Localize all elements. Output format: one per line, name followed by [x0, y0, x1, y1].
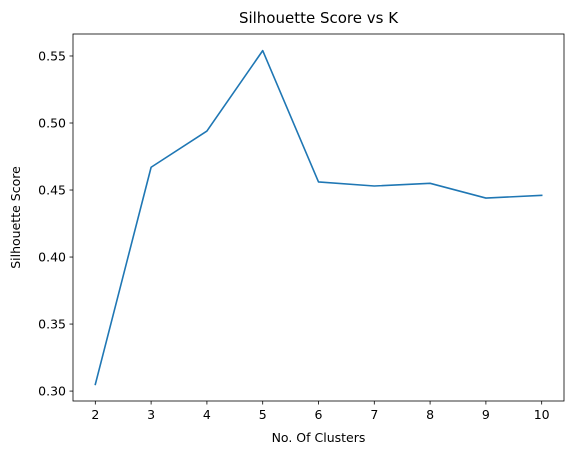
- y-tick-label: 0.55: [38, 48, 66, 63]
- x-tick-label: 4: [203, 407, 211, 422]
- x-tick-label: 9: [482, 407, 490, 422]
- x-tick-label: 6: [315, 407, 323, 422]
- x-tick-label: 2: [91, 407, 99, 422]
- y-tick-label: 0.35: [38, 317, 66, 332]
- y-tick-label: 0.50: [38, 116, 66, 131]
- x-tick-label: 10: [534, 407, 550, 422]
- x-tick-label: 8: [426, 407, 434, 422]
- x-axis-label: No. Of Clusters: [272, 430, 366, 445]
- chart-title: Silhouette Score vs K: [239, 9, 399, 27]
- x-tick-label: 5: [259, 407, 267, 422]
- y-tick-label: 0.40: [38, 250, 66, 265]
- y-tick-label: 0.30: [38, 384, 66, 399]
- plot-area-background: [73, 34, 564, 401]
- x-tick-label: 3: [147, 407, 155, 422]
- y-tick-label: 0.45: [38, 183, 66, 198]
- y-axis-label: Silhouette Score: [8, 166, 23, 269]
- x-tick-label: 7: [370, 407, 378, 422]
